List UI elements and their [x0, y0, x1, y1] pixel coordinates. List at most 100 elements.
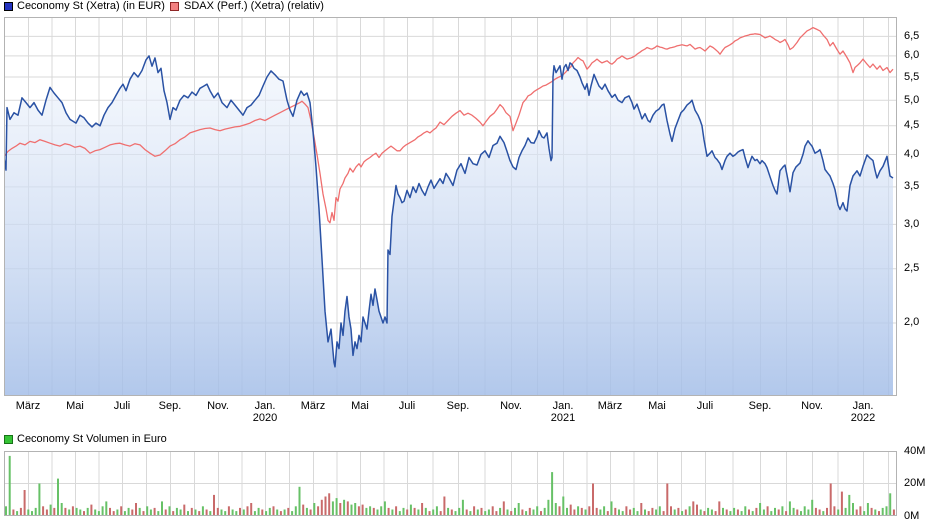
price-y-tick-label: 3,5: [904, 180, 920, 193]
volume-bar: [792, 507, 795, 516]
volume-legend-label: Ceconomy St Volumen in Euro: [17, 433, 167, 445]
volume-bar: [803, 506, 806, 516]
price-y-tick-label: 2,5: [904, 262, 920, 275]
volume-bar: [302, 504, 305, 516]
volume-bar: [146, 506, 149, 516]
volume-bar: [439, 511, 442, 516]
volume-bar: [469, 511, 472, 516]
volume-bar: [774, 507, 776, 516]
volume-bar: [755, 507, 758, 516]
volume-bar: [532, 509, 535, 516]
price-x-year-label: 2022: [850, 412, 876, 424]
volume-bar: [75, 507, 78, 516]
price-chart-plot[interactable]: [4, 17, 897, 396]
volume-bar: [484, 511, 487, 516]
volume-bar: [417, 509, 420, 516]
volume-bar: [822, 511, 825, 516]
volume-bar: [283, 509, 286, 516]
price-y-tick-label: 2,0: [904, 316, 920, 329]
price-y-tick-label: 4,0: [904, 147, 920, 160]
sdax-line: [4, 26, 894, 224]
price-x-tick-label: Nov.: [500, 400, 522, 412]
volume-bar: [859, 506, 862, 516]
volume-bar: [198, 511, 201, 516]
volume-bar: [502, 501, 505, 516]
volume-bar: [889, 493, 892, 516]
volume-bar: [722, 507, 724, 516]
volume-bar: [874, 509, 877, 516]
volume-bar: [227, 506, 230, 516]
volume-bar: [670, 506, 672, 516]
volume-bar: [142, 511, 145, 516]
volume-bar: [105, 501, 108, 516]
volume-bar: [473, 506, 476, 516]
volume-bar: [324, 496, 327, 516]
volume-bar: [376, 509, 379, 516]
volume-bar: [692, 501, 695, 516]
volume-bar: [510, 511, 513, 516]
volume-bar: [190, 507, 193, 516]
volume-bar: [781, 506, 784, 516]
ceconomy-legend-swatch-icon: [4, 2, 13, 11]
volume-bar: [123, 511, 126, 516]
price-y-tick-label: 6,0: [904, 49, 920, 62]
price-x-tick-label: März: [15, 400, 41, 412]
volume-bar: [811, 499, 814, 516]
volume-bar: [800, 511, 802, 516]
volume-bar: [651, 507, 654, 516]
volume-bar: [476, 509, 479, 516]
volume-bar: [699, 509, 702, 516]
volume-bar: [34, 507, 37, 516]
volume-bar: [558, 506, 561, 516]
volume-bar: [785, 511, 788, 516]
volume-bar: [220, 509, 223, 516]
volume-bar: [807, 509, 810, 516]
volume-chart-plot[interactable]: [4, 451, 897, 516]
volume-bar: [183, 504, 186, 516]
volume-bar: [621, 511, 624, 516]
volume-bar: [153, 507, 156, 516]
volume-bar: [23, 490, 26, 516]
volume-bar: [461, 499, 464, 516]
price-y-tick-label: 4,5: [904, 119, 920, 132]
volume-bar: [253, 511, 256, 516]
volume-bar: [625, 506, 628, 516]
volume-bar: [892, 509, 895, 516]
volume-bar: [777, 509, 780, 516]
volume-bar: [878, 511, 880, 516]
volume-bar: [294, 506, 297, 516]
volume-bar: [317, 506, 320, 516]
volume-bar: [465, 509, 468, 516]
volume-bar: [610, 501, 613, 516]
volume-bar: [38, 483, 41, 516]
volume-bar: [577, 506, 580, 516]
volume-bar: [265, 511, 268, 516]
volume-bar: [595, 507, 598, 516]
volume-bar: [279, 511, 282, 516]
price-x-year-label: 2021: [550, 412, 576, 424]
volume-bar: [19, 507, 22, 516]
volume-bar: [618, 509, 620, 516]
volume-bar: [796, 509, 799, 516]
volume-bar: [855, 509, 858, 516]
volume-bar: [216, 507, 219, 516]
volume-bar: [272, 506, 275, 516]
price-y-tick-label: 6,5: [904, 29, 920, 42]
volume-bar: [814, 507, 817, 516]
volume-bar: [120, 506, 123, 516]
volume-bar: [406, 509, 409, 516]
volume-bar: [291, 511, 294, 516]
volume-bar: [696, 504, 698, 516]
ceconomy-legend-label: Ceconomy St (Xetra) (in EUR): [17, 0, 165, 12]
volume-bar: [688, 506, 691, 516]
volume-bar: [45, 509, 48, 516]
volume-bar: [677, 507, 680, 516]
volume-bar: [443, 496, 446, 516]
volume-bar: [852, 503, 854, 516]
price-x-tick-label: Juli: [398, 400, 416, 412]
volume-bar: [766, 506, 769, 516]
volume-bar: [826, 507, 828, 516]
volume-bar: [372, 507, 375, 516]
volume-bar: [112, 511, 115, 516]
volume-bar: [636, 511, 639, 516]
